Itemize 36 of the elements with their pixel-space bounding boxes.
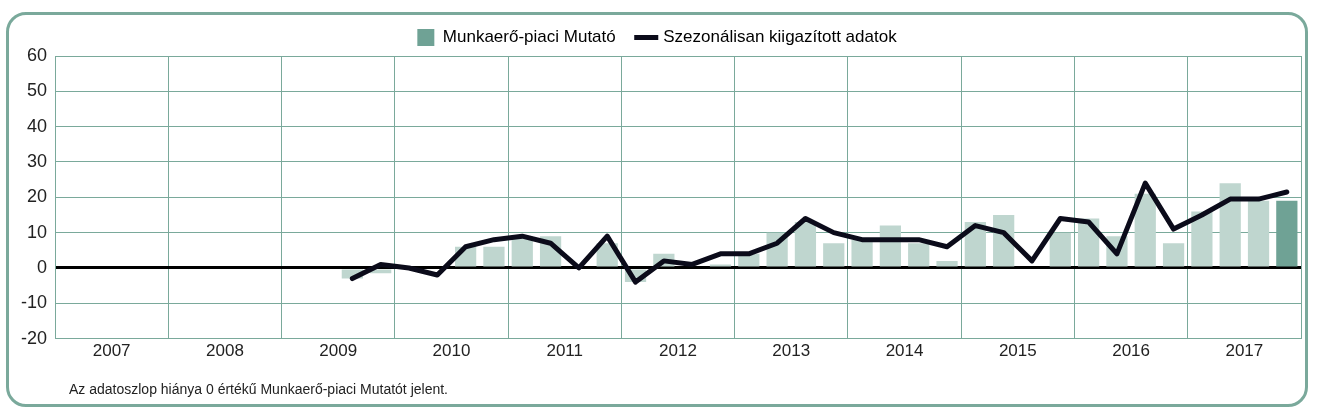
bar	[709, 264, 732, 267]
text: Az adatoszlop hiánya 0 értékű Munkaerő-piaci Mutatót jelent.	[69, 381, 448, 397]
x-tick-label: 2016	[1112, 341, 1151, 361]
bar	[823, 243, 845, 267]
bar	[1162, 243, 1185, 267]
y-tick-label: -10	[21, 292, 48, 313]
x-tick-label: 2012	[659, 341, 697, 361]
x-tick-label: 2013	[772, 341, 811, 361]
x-tick-label: 2007	[92, 341, 131, 361]
bar	[1191, 211, 1213, 267]
y-tick-label: 20	[26, 186, 48, 207]
x-tick-label: 2017	[1225, 341, 1264, 361]
y-tick-label: 40	[26, 115, 48, 136]
legend-label: Szezonálisan kiigazított adatok	[663, 27, 898, 47]
y-tick-label: 30	[26, 150, 48, 171]
x-tick-label: 2009	[319, 341, 358, 361]
bar	[936, 260, 958, 267]
bar	[794, 222, 817, 267]
x-tick-label: 2010	[432, 341, 471, 361]
x-tick-label: 2014	[885, 341, 924, 361]
y-tick-label: -20	[21, 327, 48, 348]
x-tick-label: 2015	[998, 341, 1037, 361]
bar	[1247, 200, 1270, 267]
bar	[1219, 183, 1241, 267]
y-tick-label: 60	[26, 44, 48, 65]
y-tick-label: 10	[26, 221, 48, 242]
bar	[483, 246, 505, 267]
bar	[851, 239, 873, 267]
y-tick-label: 0	[37, 256, 48, 277]
x-tick-label: 2011	[546, 341, 584, 361]
bar	[1049, 232, 1071, 267]
bar	[908, 243, 930, 267]
bar	[1134, 193, 1156, 267]
y-tick-label: 50	[26, 80, 48, 101]
x-tick-label: 2008	[206, 341, 244, 361]
legend-label: Munkaerő-piaci Mutató	[442, 27, 616, 47]
